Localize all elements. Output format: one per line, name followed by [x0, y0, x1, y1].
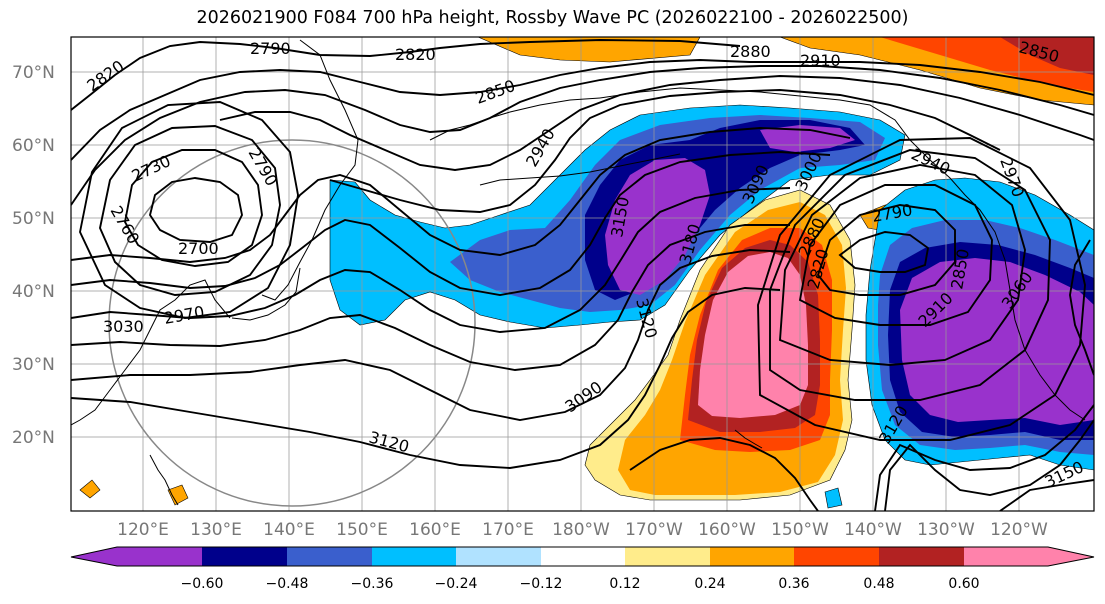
- contour-2760-low: [99, 125, 281, 296]
- contour-2730-low: [124, 149, 263, 267]
- lon-label-130e: 130°E: [190, 520, 242, 540]
- lon-label-180w: 180°W: [552, 520, 610, 540]
- contour-2910-east: [769, 149, 1051, 401]
- colorbar-swatch-0: [71, 547, 117, 566]
- contour-label-2820-top: 2820: [395, 45, 436, 64]
- colorbar-swatch-7: [710, 547, 794, 566]
- positive-anomaly-small-south: [167, 484, 189, 506]
- coastline-bering: [429, 97, 601, 141]
- colorbar-tick-label-3: −0.24: [435, 576, 478, 592]
- lat-label-70: 70°N: [12, 63, 55, 83]
- lat-label-20: 20°N: [12, 428, 55, 448]
- lon-label-150e: 150°E: [336, 520, 388, 540]
- colorbar-swatch-6: [625, 547, 710, 566]
- colorbar-swatch-8: [794, 547, 879, 566]
- contour-2880-east: [779, 164, 1026, 366]
- contour-2880-north: [71, 65, 1094, 206]
- negative-anomaly-peak-west-pacific: [605, 158, 710, 295]
- contour-2940-east: [757, 137, 1086, 441]
- contour-2850-north: [71, 59, 1094, 161]
- lon-label-160w: 160°W: [698, 520, 756, 540]
- lon-label-130w: 130°W: [917, 520, 975, 540]
- coastline-aleutians: [479, 153, 681, 186]
- contour-2820-west: [71, 39, 741, 111]
- lon-label-170w: 170°W: [625, 520, 683, 540]
- lon-label-140w: 140°W: [844, 520, 902, 540]
- lat-label-60: 60°N: [12, 136, 55, 156]
- colorbar-swatch-0-body: [117, 547, 202, 566]
- height-contours: [71, 39, 1094, 511]
- lon-label-170e: 170°E: [482, 520, 534, 540]
- contour-3120-south: [71, 287, 781, 469]
- colorbar-swatch-9: [879, 547, 964, 566]
- lon-label-120w: 120°W: [990, 520, 1048, 540]
- colorbar-swatch-4: [456, 547, 541, 566]
- colorbar-swatch-5: [541, 547, 625, 566]
- contour-3000-east: [874, 404, 1094, 511]
- contour-label-2700: 2700: [178, 239, 219, 258]
- contour-label-3030: 3030: [103, 317, 144, 336]
- positive-anomaly-peak-northeast: [1000, 37, 1094, 75]
- contour-2970-midlat: [71, 127, 851, 263]
- contour-2700-low: [148, 177, 243, 243]
- colorbar: −0.60 −0.48 −0.36 −0.24 −0.12 0.12 0.24 …: [70, 546, 1095, 592]
- colorbar-swatch-1: [202, 547, 287, 566]
- contour-3030-midlat: [71, 187, 791, 333]
- coastline-philippines: [149, 454, 179, 506]
- lon-label-160e: 160°E: [409, 520, 461, 540]
- colorbar-swatch-3: [372, 547, 456, 566]
- colorbar-tick-label-2: −0.36: [351, 576, 394, 592]
- contour-2970-east: [884, 419, 1094, 511]
- contour-label-2910-top: 2910: [800, 51, 841, 70]
- positive-anomaly-small-west: [79, 479, 101, 499]
- colorbar-outline: [70, 546, 1095, 567]
- lon-label-140e: 140°E: [263, 520, 315, 540]
- contour-2790-low: [79, 101, 299, 319]
- contour-label-2790-top: 2790: [250, 39, 291, 58]
- colorbar-tick-label-0: −0.60: [181, 576, 224, 592]
- coastline-hawaii: [734, 429, 763, 449]
- colorbar-swatch-10: [1048, 547, 1094, 566]
- contour-2910-north: [219, 75, 1094, 171]
- negative-anomaly-peak-east-pacific: [900, 258, 1094, 425]
- reference-circle: [108, 139, 476, 507]
- colorbar-swatch-10-body: [964, 547, 1048, 566]
- lat-label-40: 40°N: [12, 282, 55, 302]
- colorbar-tick-label-4: −0.12: [520, 576, 563, 592]
- contour-label-2880-top: 2880: [730, 42, 771, 61]
- contour-2790-east: [838, 231, 930, 273]
- contour-3090-east: [1069, 239, 1094, 376]
- contour-3000-midlat: [71, 151, 831, 296]
- colorbar-swatch-2: [287, 547, 372, 566]
- latitude-axis: 70°N 60°N 50°N 40°N 30°N 20°N: [12, 63, 55, 448]
- coastline-kamchatka: [261, 39, 359, 301]
- colorbar-tick-label-9: 0.60: [948, 576, 979, 592]
- lon-label-150w: 150°W: [771, 520, 829, 540]
- contour-3090-midlat: [71, 249, 791, 421]
- lon-label-120e: 120°E: [117, 520, 169, 540]
- colorbar-tick-label-8: 0.48: [863, 576, 894, 592]
- colorbar-tick-label-5: 0.12: [609, 576, 640, 592]
- contour-3060-midlat: [71, 224, 790, 371]
- contour-2940-north: [329, 89, 1001, 213]
- coastline-japan: [231, 267, 301, 321]
- map-title: 2026021900 F084 700 hPa height, Rossby W…: [196, 8, 909, 28]
- negative-anomaly-small-south: [824, 487, 843, 509]
- lat-label-50: 50°N: [12, 209, 55, 229]
- lat-label-30: 30°N: [12, 355, 55, 375]
- contour-3150-east: [999, 479, 1094, 511]
- contour-3150-south: [629, 437, 819, 511]
- longitude-axis: 120°E 130°E 140°E 150°E 160°E 170°E 180°…: [117, 520, 1048, 540]
- positive-anomaly-band-north: [477, 37, 701, 63]
- colorbar-tick-label-1: −0.48: [266, 576, 309, 592]
- map-frame: [70, 36, 1095, 512]
- contour-2850-east: [798, 184, 993, 326]
- colorbar-tick-label-7: 0.36: [778, 576, 809, 592]
- coastline-korea-china: [71, 279, 231, 426]
- contour-2820-east: [816, 204, 956, 296]
- colorbar-tick-label-6: 0.24: [694, 576, 725, 592]
